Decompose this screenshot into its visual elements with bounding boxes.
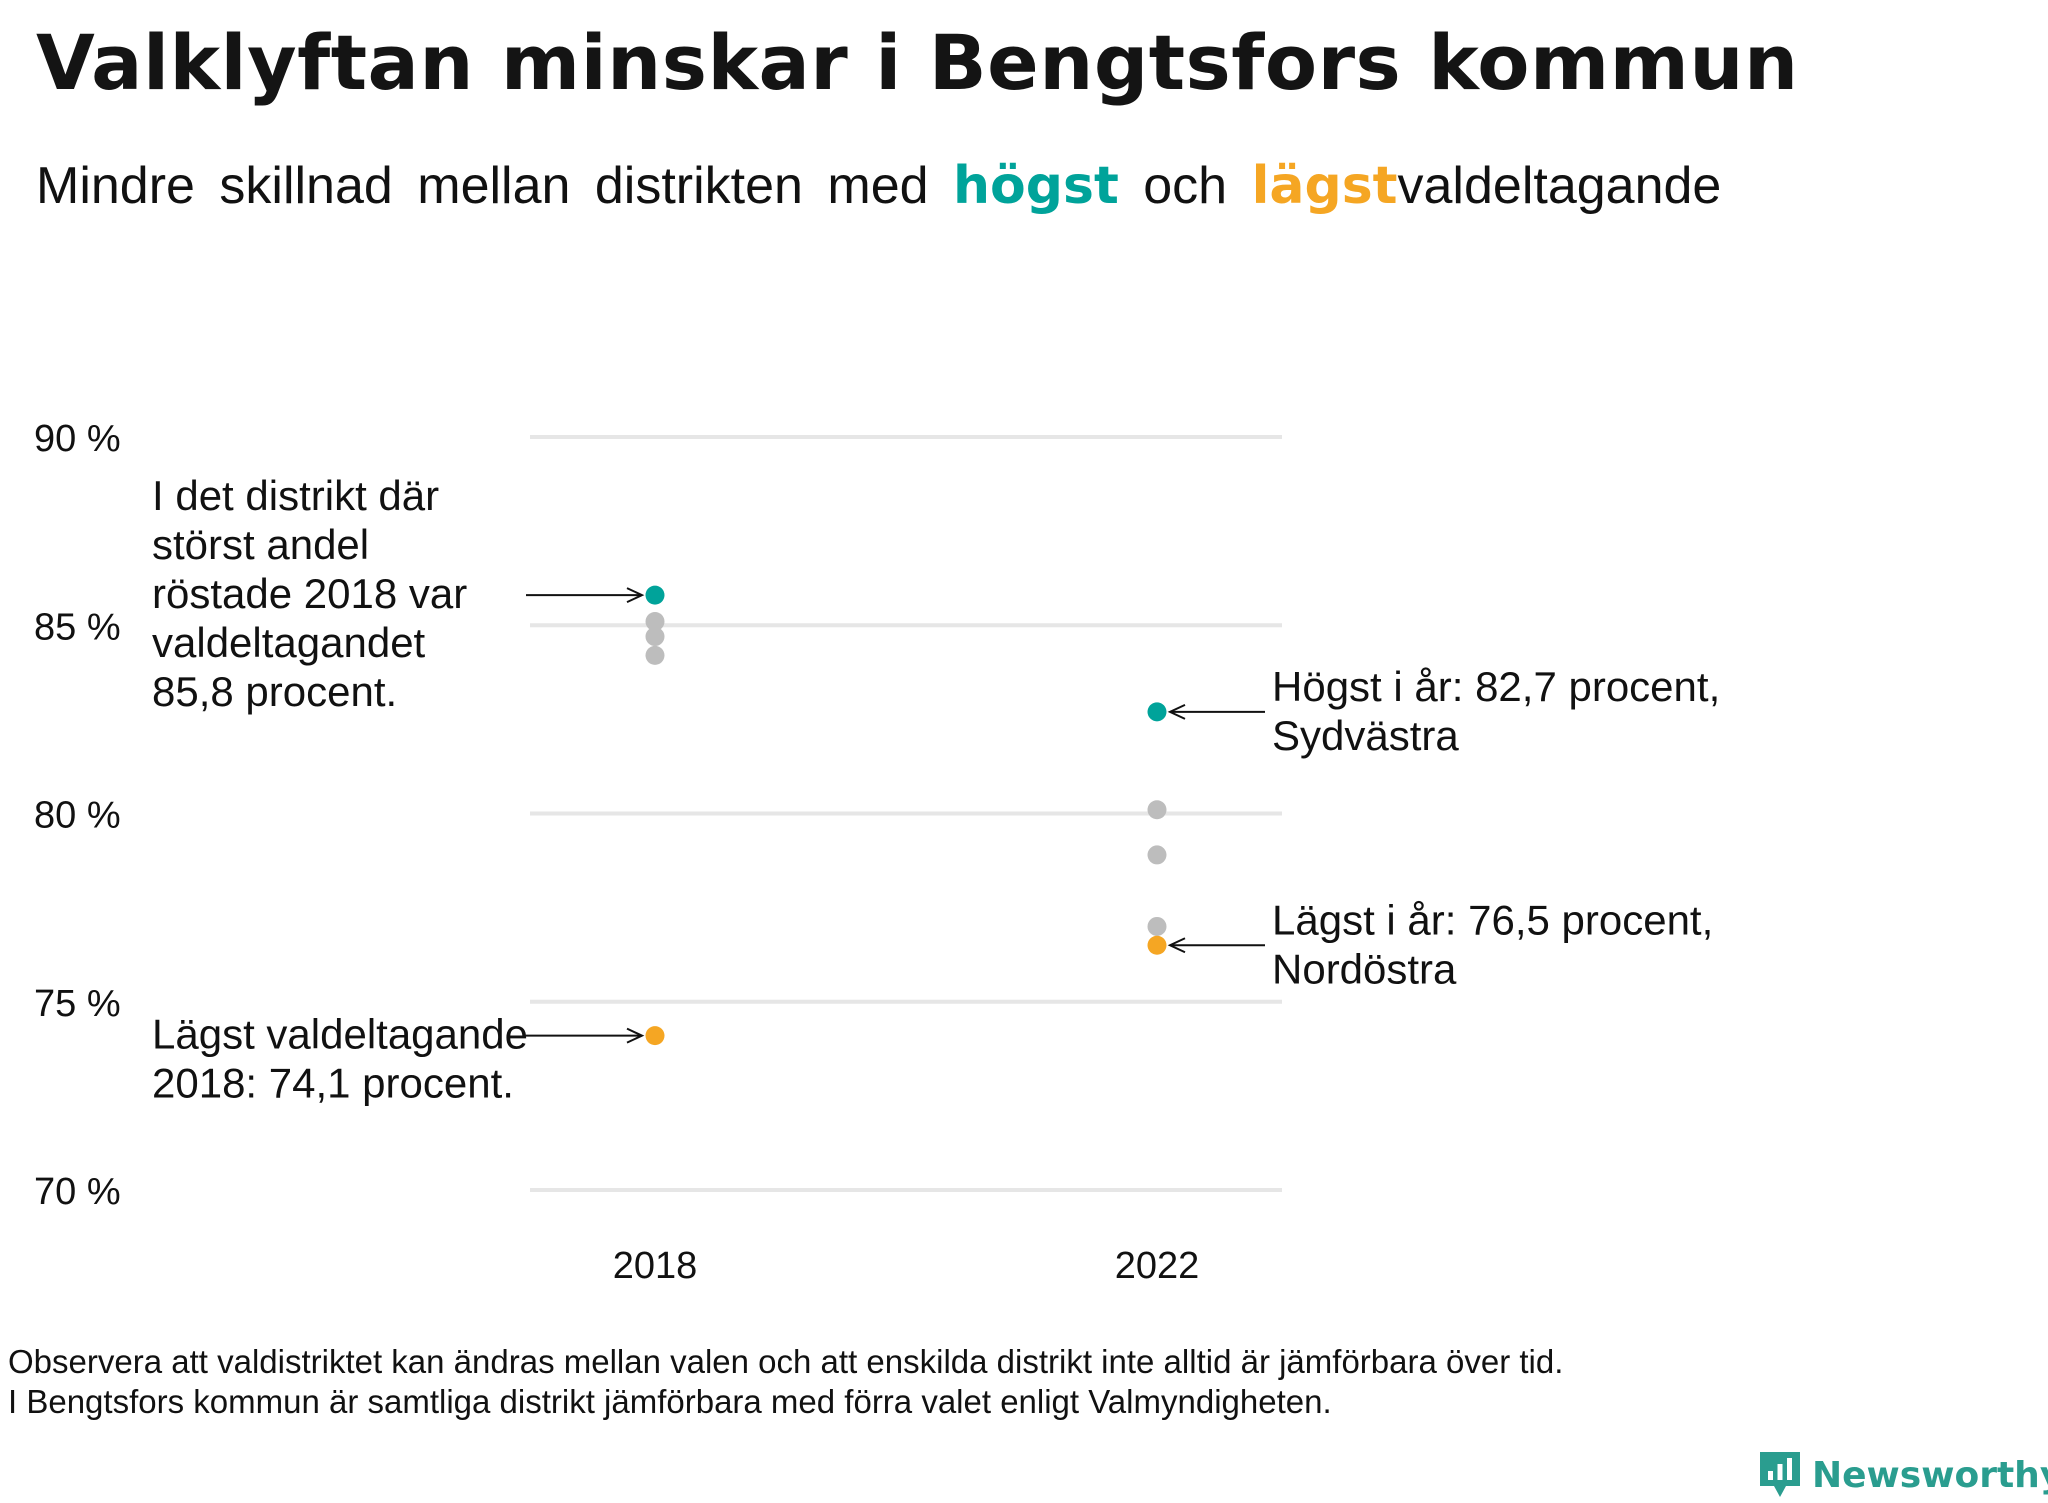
- footnote-line-1: Observera att valdistriktet kan ändras m…: [8, 1343, 1564, 1380]
- annotation-text: Lägst valdeltagande 2018: 74,1 procent.: [152, 1011, 528, 1107]
- dot-plot-chart: 90 % 85 % 80 % 75 % 70 % 2018 2022 I det dist…: [34, 418, 1720, 1287]
- annotation-line: 2018: 74,1 procent.: [152, 1060, 514, 1107]
- y-tick-label: 70 %: [34, 1171, 121, 1213]
- annotation-line: Lägst valdeltagande: [152, 1011, 528, 1058]
- annotation-text: I det distrikt där störst andel röstade 20…: [152, 472, 467, 715]
- brand-name: Newsworthy: [1812, 1454, 2048, 1496]
- annotation-line: störst andel: [152, 521, 369, 568]
- annotation-line: 85,8 procent.: [152, 668, 397, 715]
- annotation-text: Högst i år: 82,7 procent, Sydvästra: [1272, 663, 1720, 759]
- subtitle-text-end: valdeltagande: [1397, 157, 1722, 215]
- y-tick-label: 75 %: [34, 983, 121, 1025]
- subtitle-highlight-low: lägst: [1251, 156, 1398, 216]
- annotations: I det distrikt där störst andel röstade 20…: [152, 472, 1720, 1107]
- y-tick-label: 85 %: [34, 606, 121, 648]
- subtitle-text-mid: och: [1143, 157, 1228, 215]
- brand-logo: Newsworthy: [1758, 1447, 2048, 1503]
- chart-subtitle: Mindre skillnad mellan distrikten med hö…: [36, 156, 1721, 216]
- annotation-line: Högst i år: 82,7 procent,: [1272, 663, 1720, 710]
- newsworthy-logo-icon: [1760, 1452, 1800, 1497]
- data-point-other: [645, 627, 665, 647]
- x-axis-ticks: 2018 2022: [613, 1245, 1200, 1287]
- data-point-other: [645, 645, 665, 665]
- data-point-high: [645, 585, 665, 605]
- chart-title: Valklyftan minskar i Bengtsfors kommun: [36, 18, 1799, 107]
- subtitle-text-start: Mindre skillnad mellan distrikten med: [36, 157, 929, 215]
- data-point-low: [1147, 935, 1167, 955]
- data-point-high: [1147, 702, 1167, 722]
- annotation-line: valdeltagandet: [152, 619, 426, 666]
- annotation-line: Lägst i år: 76,5 procent,: [1272, 896, 1713, 943]
- y-tick-label: 80 %: [34, 795, 121, 837]
- y-tick-label: 90 %: [34, 418, 121, 460]
- x-tick-label: 2022: [1115, 1245, 1200, 1287]
- data-point-other: [645, 611, 665, 631]
- annotation-text: Lägst i år: 76,5 procent, Nordöstra: [1272, 896, 1713, 992]
- y-axis-ticks: 90 % 85 % 80 % 75 % 70 %: [34, 418, 121, 1213]
- footnote: Observera att valdistriktet kan ändras m…: [8, 1342, 1563, 1422]
- data-points: [645, 585, 1167, 1046]
- gridlines: [530, 435, 1282, 1192]
- data-point-other: [1147, 800, 1167, 820]
- annotation-line: röstade 2018 var: [152, 570, 467, 617]
- x-tick-label: 2018: [613, 1245, 698, 1287]
- data-point-other: [1147, 916, 1167, 936]
- annotation-line: Nordöstra: [1272, 945, 1457, 992]
- footnote-line-2: I Bengtsfors kommun är samtliga distrikt…: [8, 1383, 1332, 1420]
- data-point-other: [1147, 845, 1167, 865]
- annotation-line: I det distrikt där: [152, 472, 439, 519]
- annotation-line: Sydvästra: [1272, 712, 1459, 759]
- subtitle-highlight-high: högst: [953, 156, 1119, 216]
- data-point-low: [645, 1026, 665, 1046]
